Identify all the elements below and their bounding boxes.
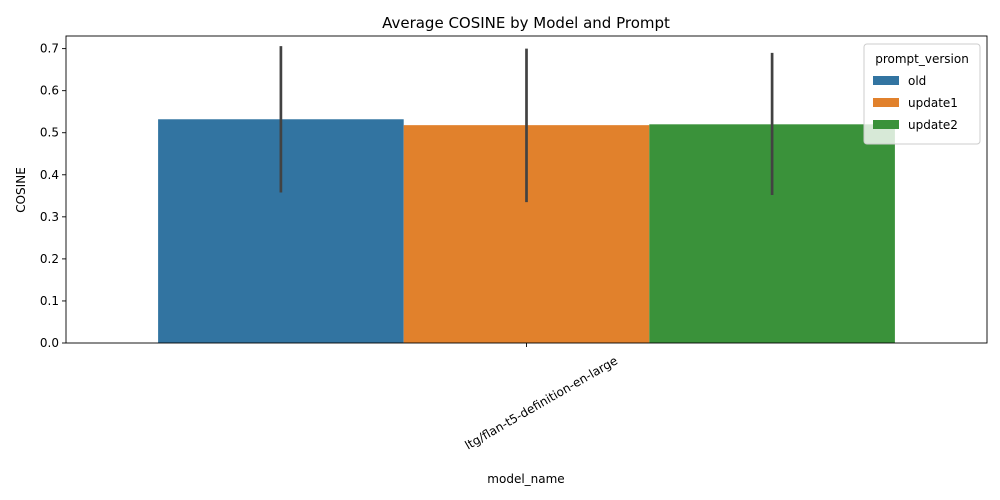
y-tick-label: 0.7 — [40, 42, 59, 56]
legend-swatch-update1 — [873, 98, 899, 107]
legend-box — [863, 43, 981, 145]
legend-label-update2: update2 — [908, 118, 958, 132]
legend-label-old: old — [908, 74, 926, 88]
legend-swatch-old — [873, 76, 899, 85]
legend-title: prompt_version — [875, 52, 969, 66]
y-tick-label: 0.5 — [40, 126, 59, 140]
y-tick-label: 0.4 — [40, 168, 59, 182]
x-tick-label: ltg/flan-t5-definition-en-large — [463, 353, 620, 452]
x-axis-label: model_name — [487, 472, 564, 486]
y-tick-label: 0.0 — [40, 336, 59, 350]
chart-title: Average COSINE by Model and Prompt — [382, 14, 670, 32]
y-tick-label: 0.6 — [40, 84, 59, 98]
y-tick-label: 0.3 — [40, 210, 59, 224]
y-tick-label: 0.1 — [40, 294, 59, 308]
y-axis-label: COSINE — [14, 167, 28, 213]
legend-label-update1: update1 — [908, 96, 958, 110]
y-tick-label: 0.2 — [40, 252, 59, 266]
legend-swatch-update2 — [873, 120, 899, 129]
